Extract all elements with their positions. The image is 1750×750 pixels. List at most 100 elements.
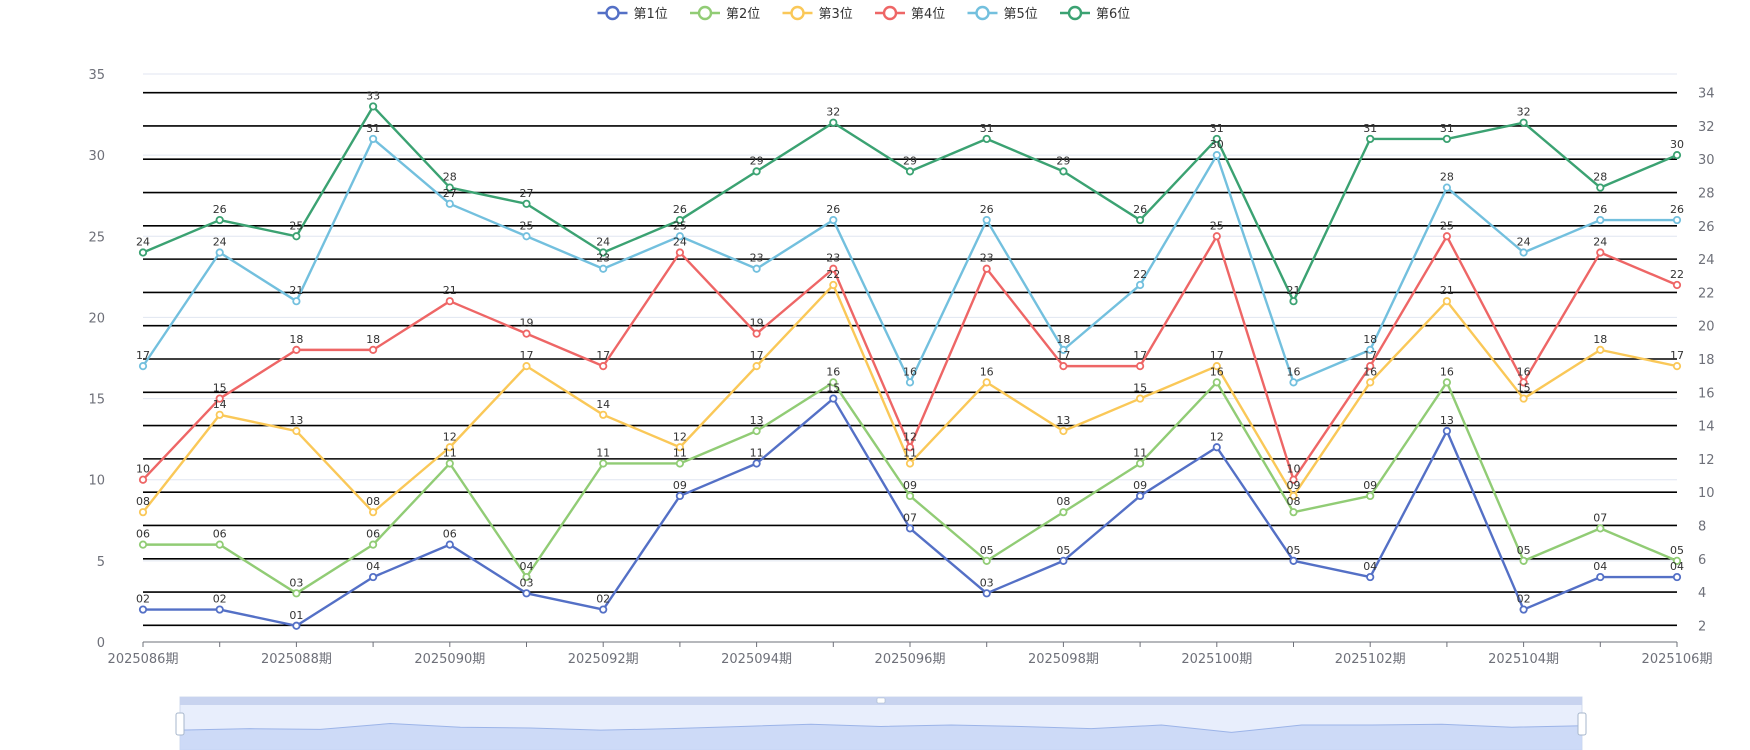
data-point[interactable] <box>445 443 454 452</box>
data-point[interactable] <box>215 605 224 614</box>
data-point[interactable] <box>445 459 454 468</box>
data-point[interactable] <box>368 508 378 517</box>
data-point[interactable] <box>1672 556 1682 565</box>
legend-item-6[interactable]: 第6位 <box>1060 5 1130 22</box>
data-point[interactable] <box>1519 248 1528 257</box>
data-point[interactable] <box>1442 134 1452 144</box>
data-point[interactable] <box>1596 524 1605 533</box>
data-point[interactable] <box>1519 118 1528 127</box>
data-point[interactable] <box>1672 215 1682 225</box>
data-point[interactable] <box>1672 572 1682 582</box>
data-point[interactable] <box>1059 508 1068 517</box>
data-point[interactable] <box>599 459 608 468</box>
data-point[interactable] <box>1519 394 1528 403</box>
data-point[interactable] <box>368 345 378 354</box>
data-point[interactable] <box>1519 378 1528 387</box>
data-point[interactable] <box>1672 151 1682 160</box>
data-point[interactable] <box>599 410 608 419</box>
legend-item-1[interactable]: 第1位 <box>597 5 668 22</box>
data-point[interactable] <box>1442 297 1452 306</box>
data-point[interactable] <box>1136 491 1145 501</box>
data-point[interactable] <box>1366 378 1375 387</box>
data-point[interactable] <box>905 167 915 176</box>
data-point[interactable] <box>1596 572 1605 582</box>
data-point[interactable] <box>1289 508 1298 517</box>
data-point[interactable] <box>982 556 991 565</box>
data-point[interactable] <box>675 491 685 501</box>
data-point[interactable] <box>1212 378 1221 387</box>
data-point[interactable] <box>368 134 378 144</box>
legend[interactable]: 第1位 第2位 第3位 第4位 第5位 第6位 <box>597 5 1131 22</box>
legend-item-5[interactable]: 第5位 <box>967 5 1038 22</box>
data-point[interactable] <box>1596 215 1605 225</box>
zoom-move-handle[interactable] <box>876 697 886 704</box>
data-point[interactable] <box>752 167 761 176</box>
data-point[interactable] <box>829 264 838 273</box>
data-point[interactable] <box>1672 280 1682 290</box>
data-point[interactable] <box>368 102 378 111</box>
data-point[interactable] <box>522 572 531 582</box>
data-point[interactable] <box>675 215 685 225</box>
data-point[interactable] <box>905 524 915 533</box>
data-point[interactable] <box>1366 345 1375 354</box>
data-point[interactable] <box>1519 605 1528 614</box>
data-point[interactable] <box>1059 426 1068 436</box>
data-point[interactable] <box>1289 491 1298 501</box>
data-point[interactable] <box>599 248 608 257</box>
data-point[interactable] <box>599 264 608 273</box>
data-point[interactable] <box>905 459 915 468</box>
legend-item-2[interactable]: 第2位 <box>690 5 760 22</box>
data-point[interactable] <box>292 589 301 598</box>
data-point[interactable] <box>675 248 685 257</box>
data-point[interactable] <box>752 329 761 338</box>
data-point[interactable] <box>1059 362 1068 371</box>
data-point[interactable] <box>1212 134 1221 144</box>
data-point[interactable] <box>905 443 915 452</box>
data-zoom-slider[interactable] <box>175 696 1587 750</box>
data-point[interactable] <box>752 426 761 436</box>
data-point[interactable] <box>368 572 378 582</box>
data-point[interactable] <box>522 589 531 598</box>
data-point[interactable] <box>215 540 224 549</box>
data-point[interactable] <box>982 215 991 225</box>
data-point[interactable] <box>1059 345 1068 354</box>
data-point[interactable] <box>1366 491 1375 501</box>
data-point[interactable] <box>752 362 761 371</box>
data-point[interactable] <box>138 540 148 549</box>
data-point[interactable] <box>292 297 301 306</box>
data-point[interactable] <box>1519 556 1528 565</box>
data-point[interactable] <box>982 134 991 144</box>
data-point[interactable] <box>215 215 224 225</box>
data-point[interactable] <box>675 443 685 452</box>
data-point[interactable] <box>1596 248 1605 257</box>
data-point[interactable] <box>1059 167 1068 176</box>
data-point[interactable] <box>1136 280 1145 290</box>
data-point[interactable] <box>445 199 454 208</box>
data-point[interactable] <box>445 297 454 306</box>
data-point[interactable] <box>599 362 608 371</box>
data-point[interactable] <box>1136 459 1145 468</box>
data-point[interactable] <box>138 605 148 614</box>
data-point[interactable] <box>1672 362 1682 371</box>
data-point[interactable] <box>1442 378 1452 387</box>
data-point[interactable] <box>905 491 915 501</box>
data-point[interactable] <box>522 362 531 371</box>
data-point[interactable] <box>215 248 224 257</box>
data-point[interactable] <box>829 215 838 225</box>
data-point[interactable] <box>1366 362 1375 371</box>
data-point[interactable] <box>138 475 148 484</box>
data-point[interactable] <box>752 459 761 468</box>
data-point[interactable] <box>1442 232 1452 241</box>
data-point[interactable] <box>292 232 301 241</box>
data-point[interactable] <box>1289 297 1298 306</box>
data-point[interactable] <box>292 426 301 436</box>
data-point[interactable] <box>599 605 608 614</box>
data-point[interactable] <box>675 459 685 468</box>
zoom-handle-right[interactable] <box>1577 712 1587 736</box>
data-point[interactable] <box>1442 183 1452 192</box>
data-point[interactable] <box>522 329 531 338</box>
data-point[interactable] <box>138 248 148 257</box>
data-point[interactable] <box>829 394 838 403</box>
data-point[interactable] <box>1136 215 1145 225</box>
data-point[interactable] <box>445 540 454 549</box>
